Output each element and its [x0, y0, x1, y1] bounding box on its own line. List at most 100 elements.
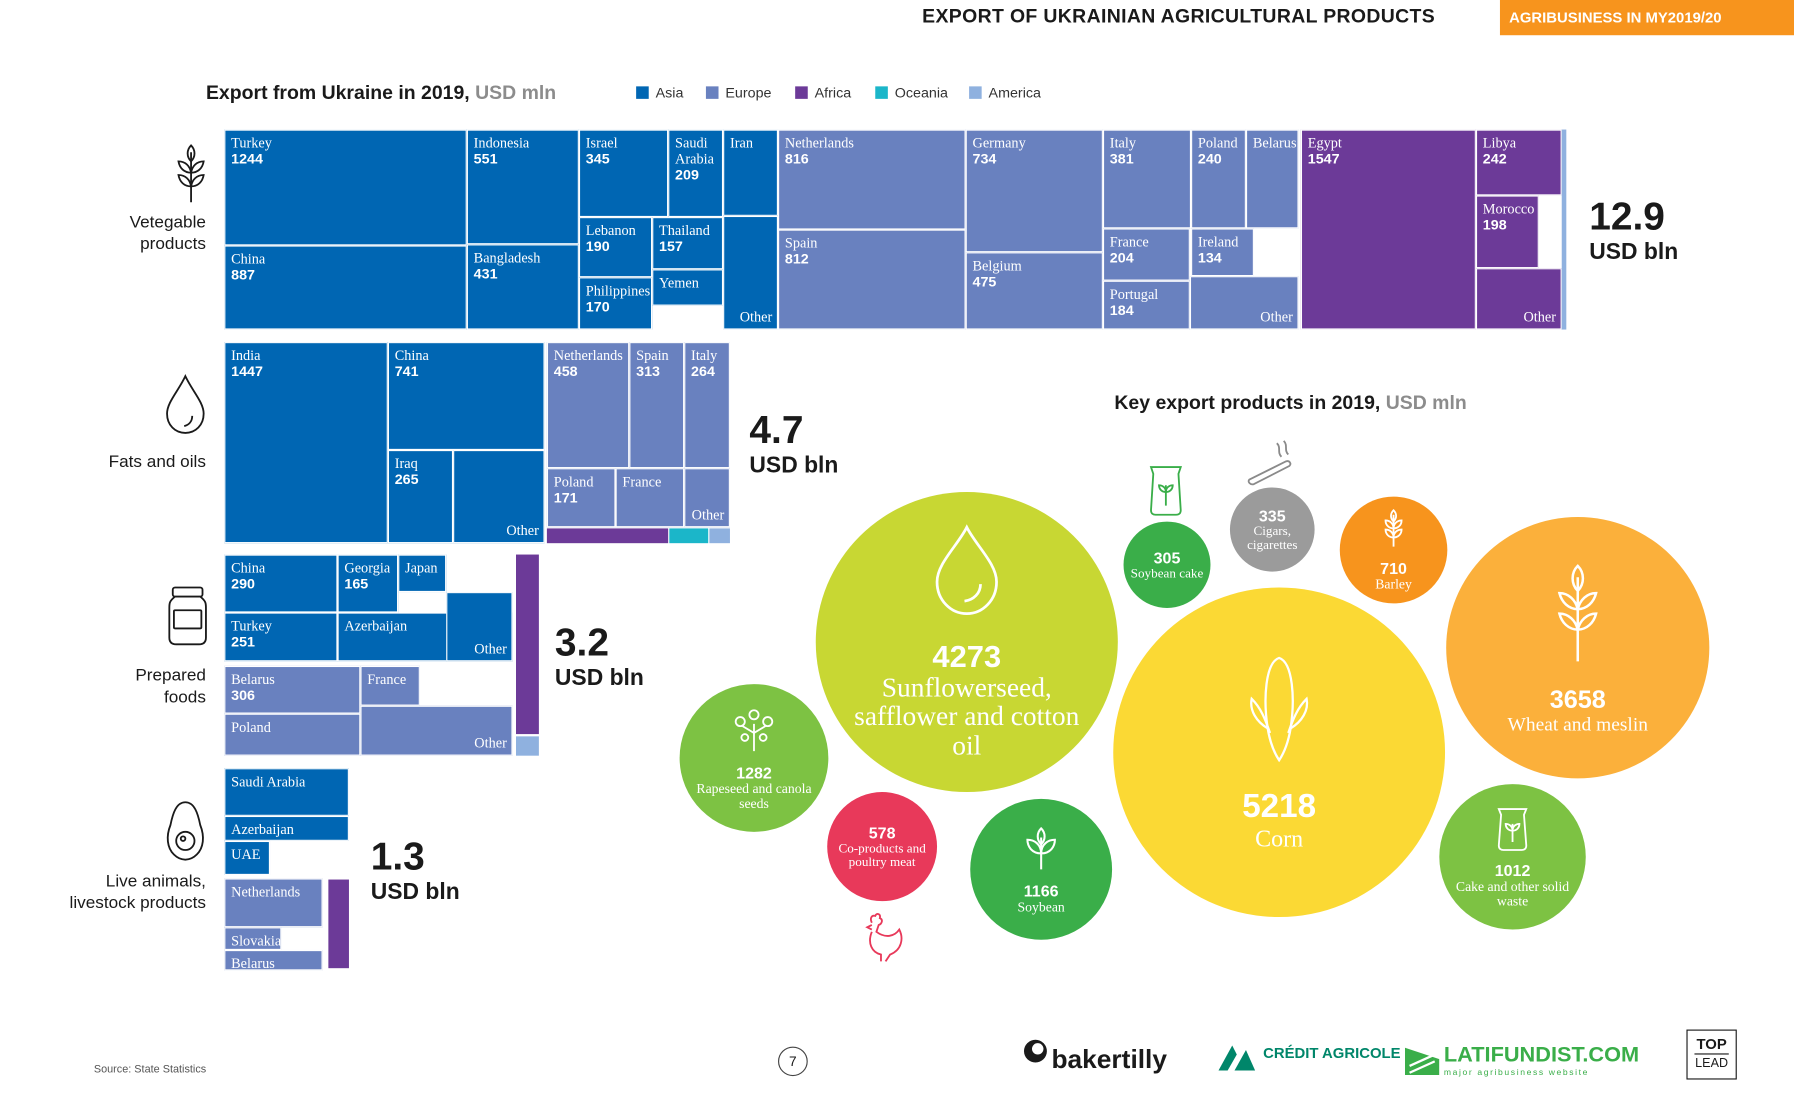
treemap-cell-label: Iran — [729, 135, 753, 152]
treemap-strip-africa — [328, 879, 349, 969]
latifundist-logo-text: LATIFUNDIST.COM — [1443, 1043, 1640, 1068]
treemap-cell-belgium: Belgium 475 — [965, 252, 1103, 330]
treemap-cell-label: India — [231, 347, 261, 364]
treemap-cell-label: Belgium — [972, 257, 1022, 274]
bubble-label: Barley — [1375, 576, 1412, 593]
treemap-cell-italy: Italy 264 — [684, 342, 730, 469]
bubble-title-unit: USD mln — [1385, 392, 1467, 414]
bubble-label: Soybean cake — [1130, 567, 1204, 581]
treemap-cell-value: 184 — [1109, 302, 1134, 319]
total-livestock: 1.3 USD bln — [371, 835, 460, 905]
treemap-cell-morocco: Morocco 198 — [1475, 195, 1539, 269]
treemap-cell-netherlands: Netherlands — [224, 878, 323, 928]
treemap-cell-france: France 204 — [1102, 228, 1190, 281]
treemap-cell-china: China 741 — [387, 342, 545, 450]
avocado-icon — [166, 801, 204, 861]
treemap-cell-italy: Italy 381 — [1102, 129, 1192, 229]
treemap-cell-label: France — [1109, 234, 1149, 250]
treemap-cell-philippines: Philippines 170 — [578, 277, 653, 330]
treemap-cell-thailand: Thailand 157 — [652, 217, 724, 270]
treemap-cell-label: Libya — [1482, 135, 1517, 152]
treemap-cell-value: 741 — [394, 363, 419, 380]
total-fats: 4.7 USD bln — [749, 409, 838, 479]
treemap-cell-india: India 1447 — [224, 342, 388, 544]
wheat-icon — [177, 144, 205, 203]
bubble-label: Sunflowerseed, safflower and cotton oil — [854, 674, 1080, 761]
bubble-value: 3658 — [1549, 684, 1606, 714]
legend-label-oceania: Oceania — [894, 85, 948, 102]
treemap-cell-china: China 887 — [224, 245, 467, 330]
treemap-cell-yemen: Yemen — [652, 269, 724, 306]
treemap-cell-value: 204 — [1109, 249, 1134, 266]
latifundist-tagline: major agribusiness website — [1443, 1067, 1590, 1078]
sack-icon — [1149, 466, 1183, 516]
treemap-cell-turkey: Turkey 1244 — [224, 129, 467, 246]
treemap-cell-label: Netherlands — [784, 135, 854, 152]
treemap-cell-belarus: Belarus — [1245, 129, 1299, 229]
bubble-value: 335 — [1258, 506, 1286, 525]
bubble-icon-wrap — [1380, 508, 1407, 555]
treemap-cell-label: France — [367, 671, 407, 688]
treemap-cell-netherlands: Netherlands 816 — [778, 129, 966, 230]
treemap-cell-value: 458 — [553, 363, 578, 380]
bubble-label: Rapeseed and canola seeds — [696, 780, 812, 811]
treemap-cell-label: Belarus — [1252, 135, 1297, 152]
wheat-icon — [1557, 563, 1598, 661]
treemap-cell-other: Other — [723, 215, 779, 330]
treemap-cell-japan: Japan — [398, 554, 447, 593]
treemap-cell-lebanon: Lebanon 190 — [578, 217, 653, 278]
total-prepared-value: 3.2 — [554, 621, 609, 665]
treemap-cell-label: Other — [739, 309, 773, 325]
toplead-logo-bottom: LEAD — [1695, 1056, 1729, 1071]
bubble-label: Cake and other solid waste — [1455, 878, 1570, 909]
bubble-cake-and-other-solid-waste: 1012 Cake and other solid waste — [1439, 784, 1586, 930]
treemap-cell-ireland: Ireland 134 — [1191, 228, 1254, 277]
treemap-cell-label: Indonesia — [473, 135, 530, 152]
treemap-strip-oceania — [669, 528, 709, 544]
treemap-cell-indonesia: Indonesia 551 — [466, 129, 579, 245]
bubble-value: 710 — [1380, 559, 1407, 578]
treemap-cell-label: Poland — [553, 473, 594, 490]
bubble-icon-wrap — [930, 523, 1003, 624]
bubble-value: 305 — [1153, 548, 1181, 568]
treemap-cell-label: Iraq — [394, 455, 418, 472]
treemap-cell-spain: Spain 812 — [778, 229, 966, 330]
treemap-cell-libya: Libya 242 — [1475, 129, 1562, 196]
bubble-value: 1012 — [1494, 861, 1531, 880]
treemap-cell-label: China — [231, 560, 266, 577]
bubble-value: 1282 — [736, 763, 772, 782]
bubble-label: Corn — [1255, 824, 1304, 853]
treemap-cell-value: 313 — [636, 363, 661, 380]
legend-swatch-africa — [795, 86, 808, 99]
toplead-logo: TOP LEAD — [1686, 1029, 1737, 1080]
treemap-cell-label: Thailand — [659, 222, 710, 239]
soybean-sprout-icon — [1026, 827, 1056, 870]
treemap-strip-africa — [516, 554, 539, 735]
bubble-icon-wrap — [1494, 806, 1531, 857]
treemap-cell-iraq: Iraq 265 — [387, 449, 454, 544]
treemap-cell-other: Other — [360, 705, 513, 756]
legend-item-oceania: Oceania — [875, 85, 948, 101]
treemap-cell-label: Poland — [231, 719, 271, 736]
bubble-icon-wrap — [1245, 653, 1314, 772]
total-vegetable: 12.9 USD bln — [1589, 195, 1678, 265]
sack-icon — [1497, 808, 1528, 851]
total-vegetable-value: 12.9 — [1589, 195, 1665, 239]
treemap-cell-value: 306 — [231, 687, 255, 704]
total-prepared: 3.2 USD bln — [555, 622, 644, 692]
bubble-icon-wrap — [1021, 824, 1062, 877]
category-label-prepared: Prepared foods — [135, 665, 206, 707]
treemap-cell-value: 265 — [394, 471, 419, 488]
legend-swatch-asia — [636, 86, 649, 99]
treemap-cell-label: France — [622, 473, 662, 490]
treemap-cell-label: Poland — [1197, 135, 1238, 152]
treemap-strip-america — [1561, 129, 1567, 330]
bubble-icon-wrap — [729, 706, 779, 759]
rooster-icon — [865, 913, 903, 962]
treemap-cell-label: Belarus — [231, 955, 275, 971]
bubble-label: Wheat and meslin — [1507, 713, 1648, 735]
treemap-cell-value: 887 — [231, 267, 255, 283]
total-prepared-unit: USD bln — [554, 665, 644, 691]
treemap-cell-iran: Iran — [723, 129, 779, 216]
treemap-cell-uae: UAE — [224, 840, 271, 875]
